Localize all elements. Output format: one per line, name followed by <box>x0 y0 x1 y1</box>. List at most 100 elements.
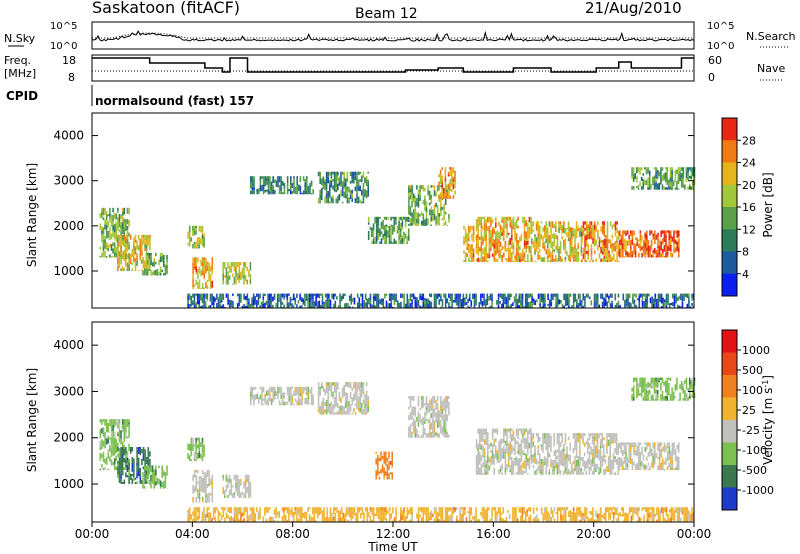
heatmap-cell <box>359 395 361 399</box>
heatmap-cell <box>679 174 681 182</box>
heatmap-cell <box>483 231 486 237</box>
heatmap-cell <box>485 471 487 475</box>
heatmap-cell <box>163 469 165 472</box>
heatmap-cell <box>614 459 616 463</box>
heatmap-cell <box>603 469 605 474</box>
heatmap-cell <box>639 469 642 471</box>
heatmap-cell <box>342 293 345 299</box>
heatmap-cell <box>507 428 510 432</box>
heatmap-cell <box>641 449 643 455</box>
heatmap-cell <box>365 413 368 415</box>
heatmap-cell <box>209 293 212 300</box>
heatmap-cell <box>411 293 413 298</box>
heatmap-cell <box>595 258 598 262</box>
heatmap-cell <box>243 262 245 267</box>
heatmap-cell <box>645 399 648 401</box>
heatmap-cell <box>685 399 688 401</box>
heatmap-cell <box>525 428 527 432</box>
heatmap-cell <box>638 442 640 449</box>
heatmap-cell <box>601 442 603 448</box>
heatmap-cell <box>235 282 237 285</box>
heatmap-cell <box>506 431 508 434</box>
heatmap-cell <box>121 454 124 459</box>
heatmap-cell <box>240 262 242 266</box>
heatmap-cell <box>427 185 429 190</box>
heatmap-cell <box>428 190 431 194</box>
heatmap-cell <box>575 255 578 259</box>
heatmap-cell <box>663 445 666 448</box>
heatmap-cell <box>364 403 366 408</box>
heatmap-cell <box>515 243 518 248</box>
heatmap-cell <box>642 463 645 470</box>
heatmap-cell <box>408 431 410 438</box>
heatmap-cell <box>118 437 121 443</box>
heatmap-cell <box>251 386 254 394</box>
heatmap-cell <box>419 185 421 188</box>
heatmap-cell <box>479 258 481 262</box>
heatmap-cell <box>488 465 491 471</box>
heatmap-cell <box>150 255 152 259</box>
heatmap-cell <box>120 461 122 468</box>
heatmap-cell <box>548 303 551 306</box>
heatmap-cell <box>483 216 486 220</box>
heatmap-cell <box>188 455 191 461</box>
heatmap-cell <box>530 428 532 434</box>
heatmap-cell <box>440 405 442 412</box>
heatmap-cell <box>304 511 306 517</box>
heatmap-cell <box>319 406 321 411</box>
heatmap-cell <box>354 403 357 406</box>
heatmap-cell <box>550 461 552 468</box>
heatmap-cell <box>490 236 492 244</box>
heatmap-cell <box>584 242 586 248</box>
heatmap-cell <box>329 406 331 413</box>
heatmap-cell <box>593 306 596 308</box>
heatmap-cell <box>671 390 673 396</box>
heatmap-cell <box>664 395 667 399</box>
heatmap-cell <box>264 176 266 181</box>
heatmap-cell <box>385 229 388 237</box>
heatmap-cell <box>104 445 106 449</box>
heatmap-cell <box>550 441 552 446</box>
heatmap-cell <box>126 226 129 230</box>
heatmap-cell <box>393 216 396 220</box>
heatmap-cell <box>300 518 303 522</box>
heatmap-cell <box>251 514 253 522</box>
heatmap-cell <box>297 507 300 510</box>
heatmap-cell <box>301 400 303 406</box>
heatmap-cell <box>166 268 168 275</box>
heatmap-cell <box>593 296 596 302</box>
heatmap-cell <box>556 438 559 445</box>
heatmap-cell <box>685 397 688 400</box>
heatmap-cell <box>501 216 503 220</box>
heatmap-cell <box>644 464 646 469</box>
heatmap-cell <box>277 386 279 394</box>
heatmap-cell <box>147 274 149 276</box>
heatmap-cell <box>539 225 541 232</box>
heatmap-cell <box>564 246 567 249</box>
heatmap-cell <box>104 441 106 446</box>
heatmap-cell <box>451 181 453 187</box>
heatmap-cell <box>238 262 240 269</box>
heatmap-cell <box>104 219 106 225</box>
heatmap-cell <box>230 489 232 496</box>
heatmap-cell <box>356 387 358 392</box>
heatmap-cell <box>671 387 673 391</box>
heatmap-cell <box>663 233 666 239</box>
heatmap-cell <box>133 249 135 254</box>
heatmap-cell <box>286 182 289 188</box>
heatmap-cell <box>272 296 274 302</box>
heatmap-cell <box>120 234 122 242</box>
heatmap-cell <box>382 237 384 240</box>
heatmap-cell <box>327 401 329 406</box>
heatmap-cell <box>205 257 207 265</box>
heatmap-cell <box>639 245 642 252</box>
heatmap-cell <box>444 404 447 409</box>
heatmap-cell <box>236 486 239 492</box>
heatmap-cell <box>664 187 667 190</box>
heatmap-cell <box>634 464 637 469</box>
heatmap-cell <box>464 228 467 234</box>
heatmap-cell <box>580 456 583 461</box>
heatmap-cell <box>253 386 255 391</box>
heatmap-cell <box>612 459 615 466</box>
heatmap-cell <box>101 234 103 239</box>
